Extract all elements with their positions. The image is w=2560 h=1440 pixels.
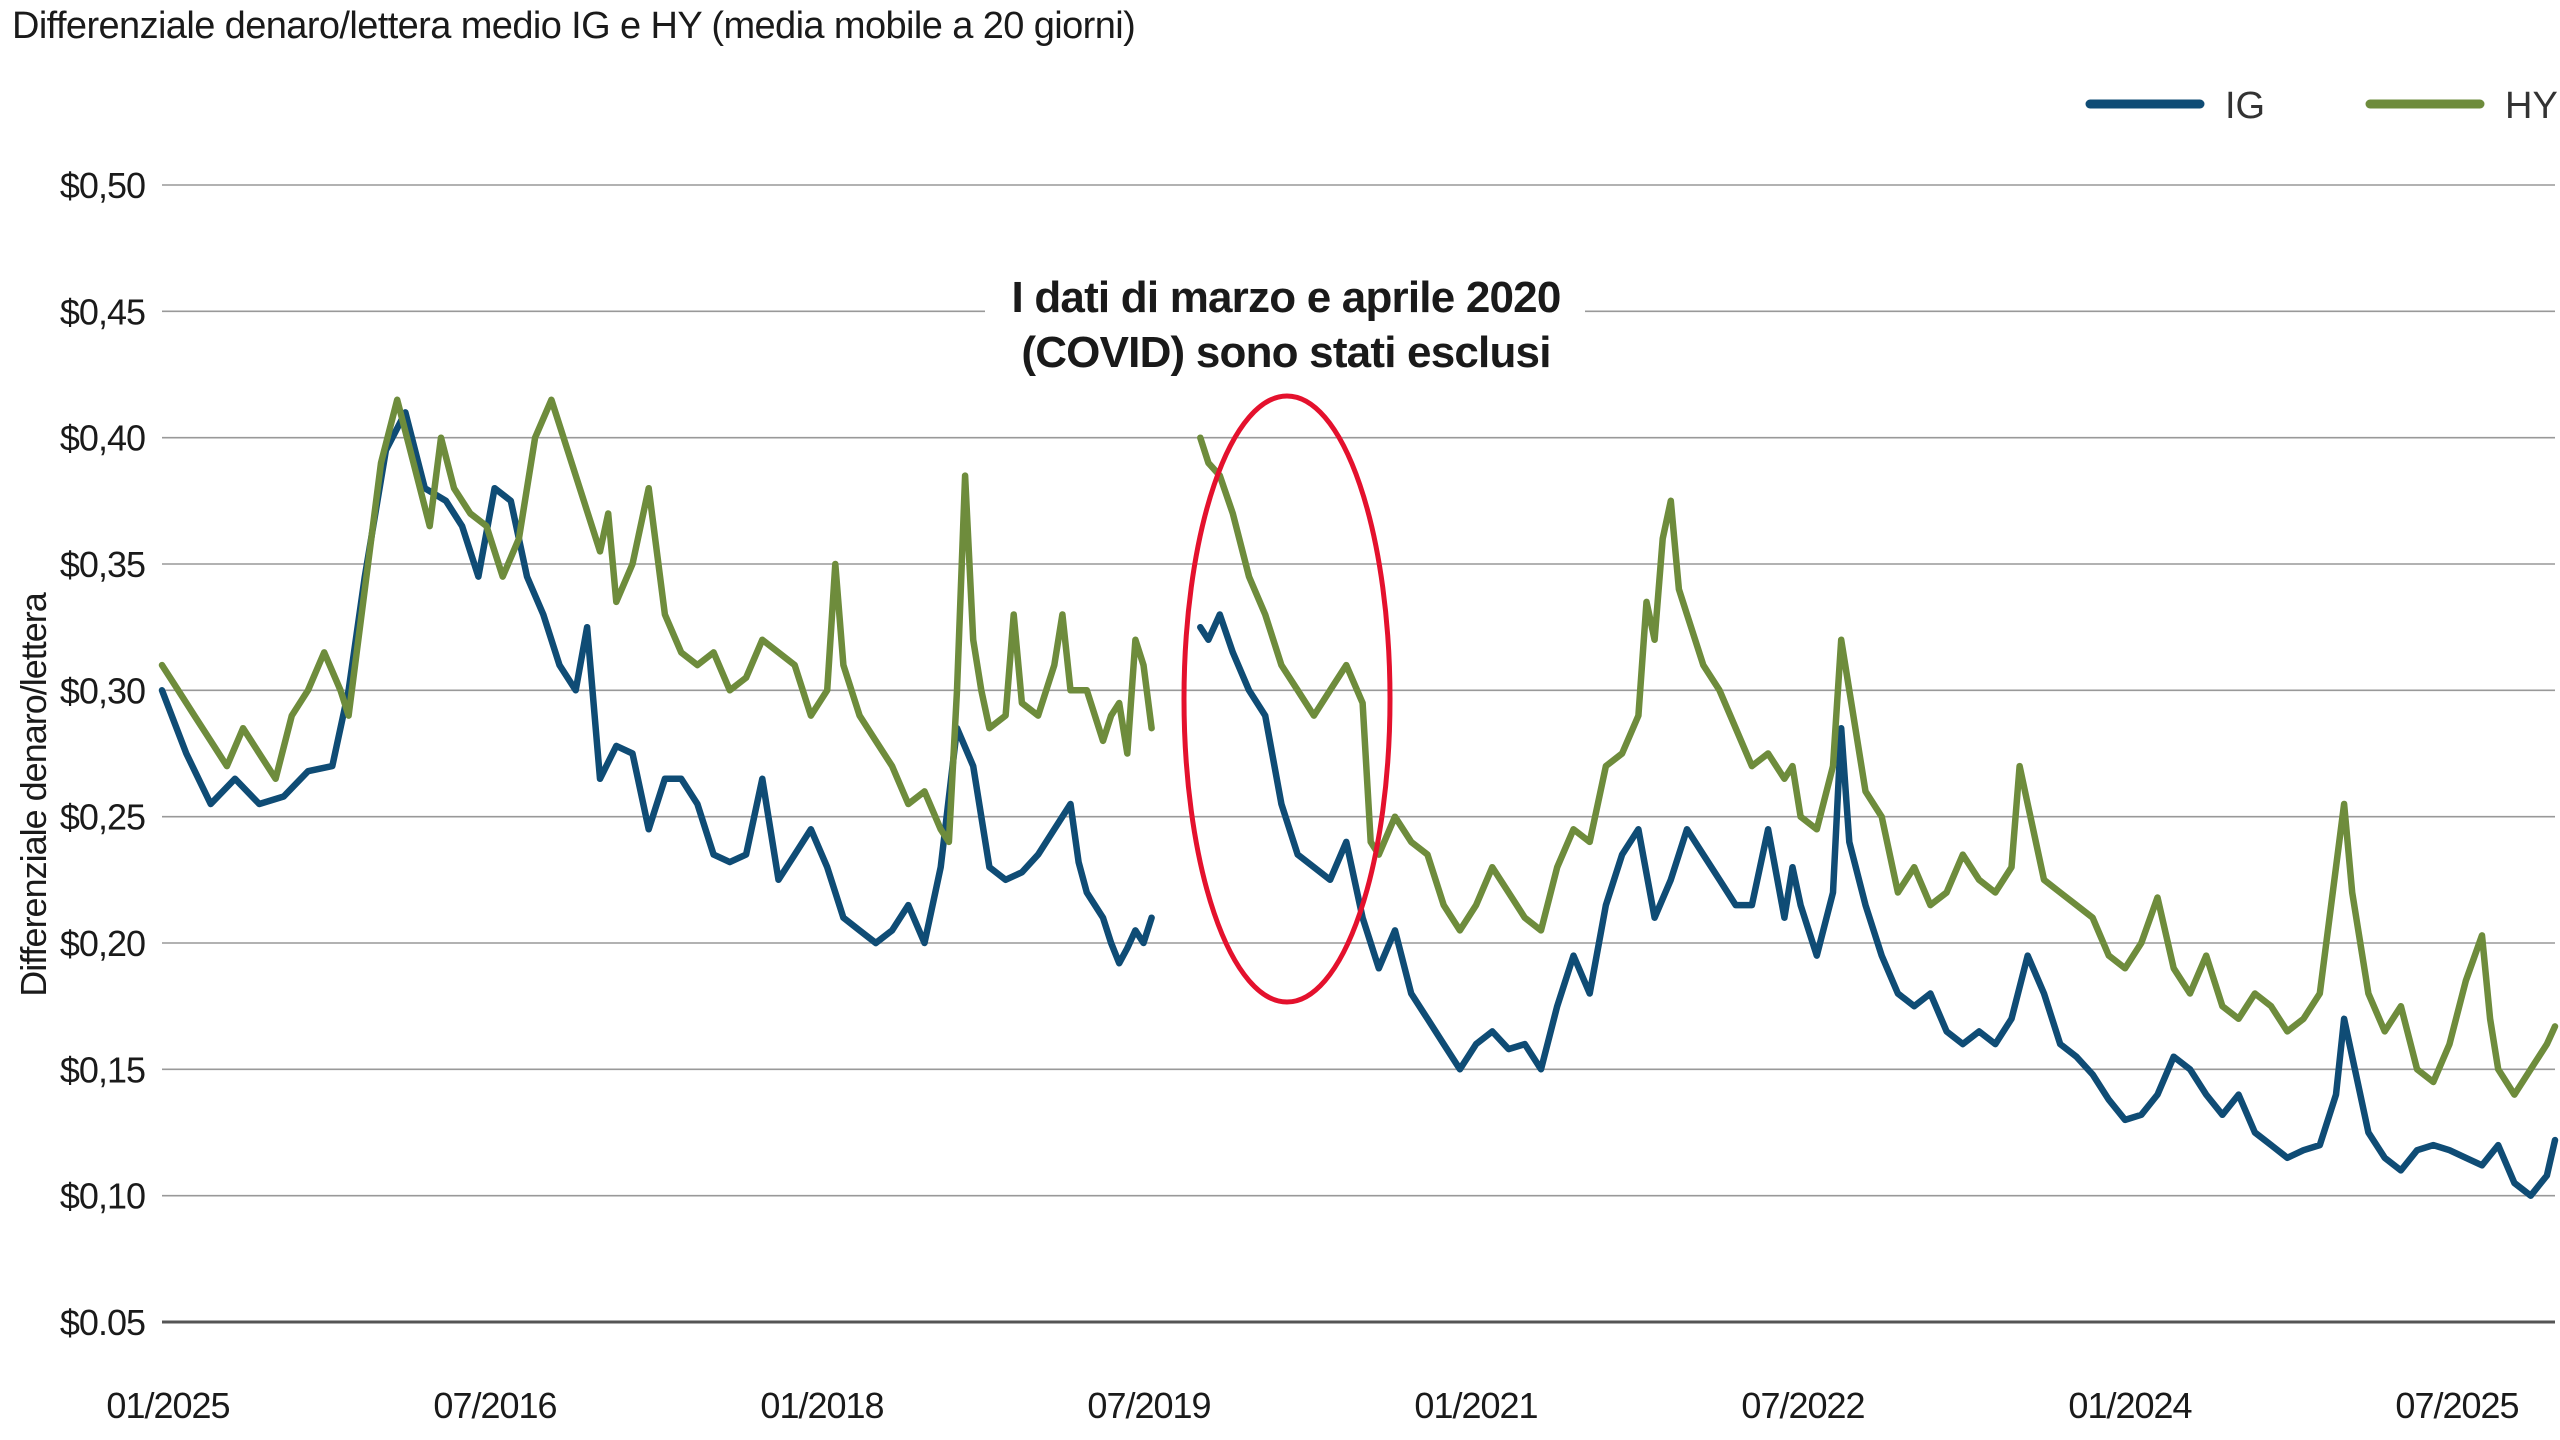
- y-axis-ticks: $0.05 $0,10 $0,15 $0,20 $0,25 $0,30 $0,35 $0,40…: [60, 165, 146, 1343]
- covid-annotation: I dati di marzo e aprile 2020 (COVID) so…: [985, 270, 1585, 1005]
- series-line-hy-segment-1: [158, 396, 1155, 846]
- y-tick-label: $0,25: [60, 797, 145, 838]
- legend-label-ig: IG: [2225, 85, 2265, 127]
- y-tick-label: $0,50: [60, 165, 145, 206]
- x-tick-label: 07/2019: [1087, 1385, 1210, 1426]
- y-tick-label: $0,15: [60, 1049, 145, 1090]
- series-line-ig-segment-1: [158, 409, 1155, 967]
- y-tick-label: $0,40: [60, 418, 145, 459]
- x-tick-label: 01/2018: [760, 1385, 883, 1426]
- annotation-background: [985, 270, 1585, 380]
- x-axis-ticks: 01/2025 07/2016 01/2018 07/2019 01/2021 07/20…: [106, 1385, 2519, 1426]
- x-tick-label: 07/2022: [1741, 1385, 1864, 1426]
- x-tick-label: 01/2025: [106, 1385, 229, 1426]
- y-axis-title: Differenziale denaro/lettera: [13, 591, 54, 997]
- legend-label-hy: HY: [2505, 85, 2558, 127]
- annotation-line-2: (COVID) sono stati esclusi: [1021, 328, 1550, 377]
- y-tick-label: $0,20: [60, 923, 145, 964]
- y-tick-label: $0,35: [60, 544, 145, 585]
- covid-exclusion-ellipse: [1181, 393, 1393, 1005]
- y-tick-label: $0.05: [60, 1302, 145, 1343]
- x-tick-label: 07/2025: [2395, 1385, 2518, 1426]
- y-tick-label: $0,45: [60, 291, 145, 332]
- series-line-hy-segment-2: [1197, 434, 2559, 1098]
- series-line-ig-segment-2: [1197, 611, 2559, 1199]
- chart-title: Differenziale denaro/lettera medio IG e …: [12, 5, 1136, 47]
- x-tick-label: 01/2021: [1414, 1385, 1537, 1426]
- series-lines: [158, 396, 2559, 1199]
- x-tick-label: 07/2016: [433, 1385, 556, 1426]
- y-tick-label: $0,30: [60, 670, 145, 711]
- y-tick-label: $0,10: [60, 1176, 145, 1217]
- legend: IG HY: [2085, 85, 2558, 127]
- x-tick-label: 01/2024: [2068, 1385, 2191, 1426]
- annotation-line-1: I dati di marzo e aprile 2020: [1011, 273, 1560, 322]
